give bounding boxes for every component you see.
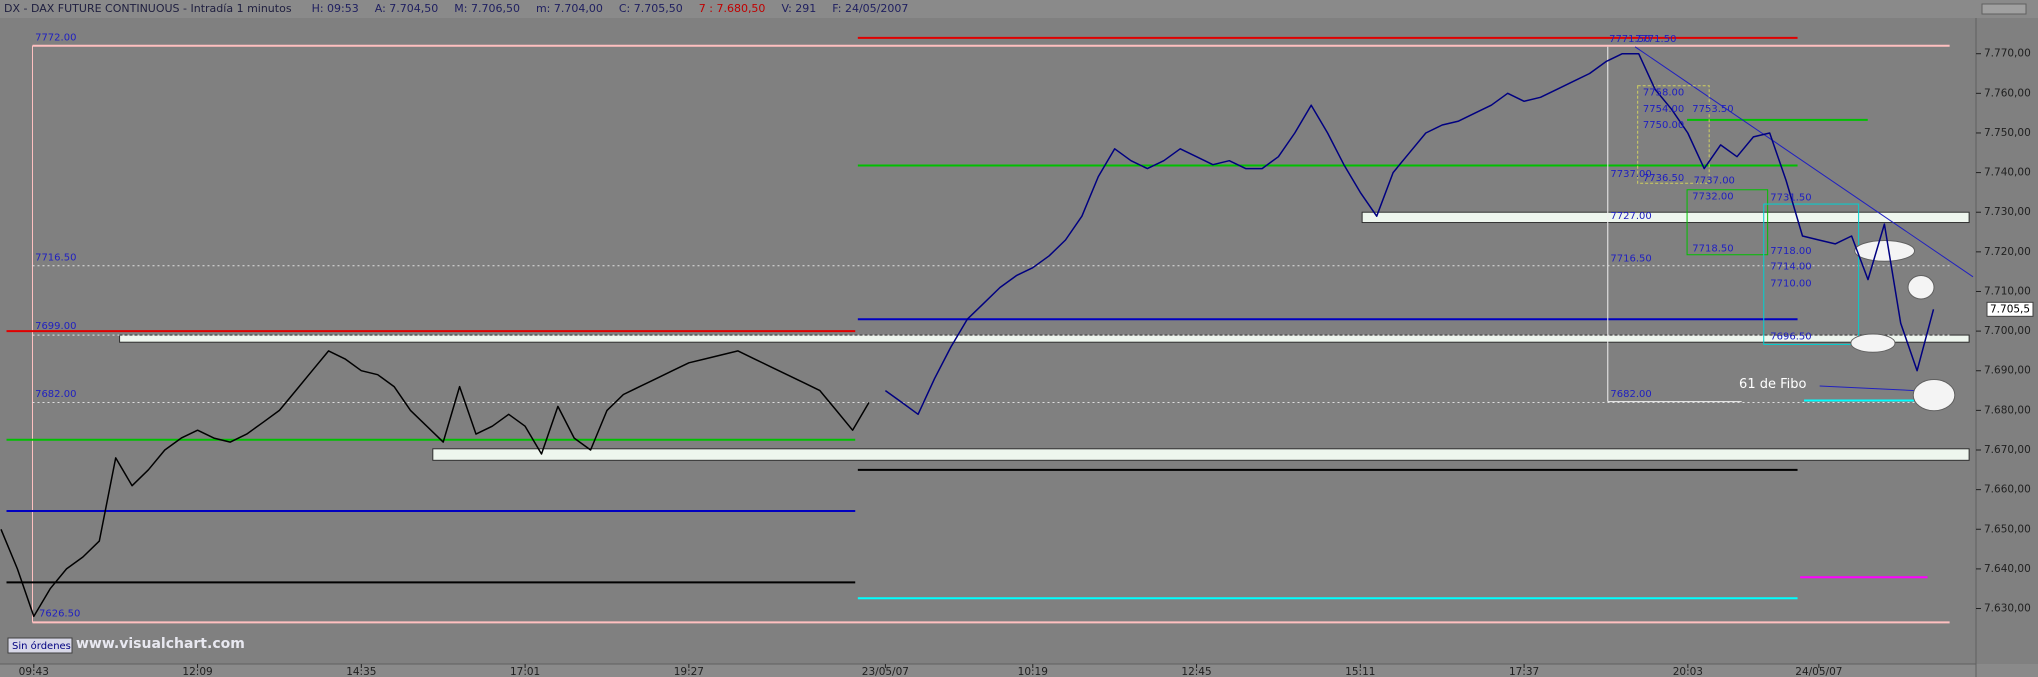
header: DX - DAX FUTURE CONTINUOUS - Intradía 1 … — [4, 2, 292, 15]
annotation: 7699.00 — [35, 321, 76, 332]
drawing — [1854, 239, 1916, 262]
price-line — [0, 350, 870, 618]
header-field: m: 7.704,00 — [536, 2, 603, 15]
annotation: 7682.00 — [35, 389, 76, 400]
annotation: 7750.00 — [1643, 120, 1684, 131]
y-tick-label: 7.740,00 — [1984, 167, 2031, 179]
x-tick-label: 17:37 — [1509, 666, 1539, 677]
annotation: 7718.00 — [1770, 246, 1811, 257]
annotation: 7753.50 — [1692, 104, 1733, 115]
annotation: 7696.50 — [1770, 332, 1811, 343]
annotation: 7737.00 — [1694, 176, 1735, 187]
annotation: 7736.50 — [1643, 173, 1684, 184]
annotation: 7716.50 — [35, 252, 76, 263]
header-field: H: 09:53 — [312, 2, 359, 15]
drawing — [1907, 275, 1935, 300]
x-axis-strip — [0, 664, 2038, 677]
y-tick-label: 7.630,00 — [1984, 603, 2031, 615]
annotation: 7710.00 — [1770, 278, 1811, 289]
drawing — [1634, 46, 1974, 278]
price-line — [884, 52, 1935, 416]
y-tick-label: 7.750,00 — [1984, 127, 2031, 139]
y-tick-label: 7.720,00 — [1984, 246, 2031, 258]
y-tick-label: 7.730,00 — [1984, 206, 2031, 218]
drawing — [1686, 189, 1769, 256]
drawing — [1637, 85, 1710, 184]
x-tick-label: 12:09 — [182, 666, 212, 677]
y-tick-label: 7.650,00 — [1984, 523, 2031, 535]
last-price-box — [1986, 301, 2034, 317]
header-field: A: 7.704,50 — [375, 2, 439, 15]
header-field: F: 24/05/2007 — [832, 2, 908, 15]
x-tick-label: 12:45 — [1181, 666, 1211, 677]
header-field: 7 : 7.680,50 — [699, 2, 766, 15]
header-bar — [0, 0, 2038, 18]
y-tick-label: 7.770,00 — [1984, 48, 2031, 60]
brand: www.visualchart.com — [76, 636, 245, 652]
y-tick-label: 7.710,00 — [1984, 285, 2031, 297]
annotation: 7758.00 — [1643, 87, 1684, 98]
x-tick-label: 17:01 — [510, 666, 540, 677]
drawing — [1763, 203, 1860, 345]
annotation: 7731.50 — [1770, 193, 1811, 204]
x-tick-label: 23/05/07 — [862, 666, 909, 677]
annotation: 7737.00 — [1610, 169, 1651, 180]
annotation: 61 de Fibo — [1739, 377, 1806, 392]
zone — [432, 448, 1970, 461]
annotation: 7732.00 — [1692, 191, 1733, 202]
drawing — [1819, 385, 1928, 392]
annotation: 7771.50 — [1609, 34, 1650, 45]
header-field: M: 7.706,50 — [454, 2, 520, 15]
x-tick-label: 10:19 — [1018, 666, 1048, 677]
y-tick-label: 7.670,00 — [1984, 444, 2031, 456]
annotation: 7718.50 — [1692, 243, 1733, 254]
y-tick-label: 7.700,00 — [1984, 325, 2031, 337]
zoom-control[interactable] — [1981, 3, 2027, 15]
status-label: Sin órdenes — [12, 640, 71, 652]
drawing — [1850, 333, 1896, 353]
annotation: 7682.00 — [1610, 389, 1651, 400]
zone — [1361, 211, 1970, 224]
annotation: 7772.00 — [35, 33, 76, 44]
header-field: V: 291 — [781, 2, 816, 15]
x-tick-label: 14:35 — [346, 666, 376, 677]
x-tick-label: 20:03 — [1673, 666, 1703, 677]
annotation: 7727.00 — [1610, 211, 1651, 222]
x-tick-label: 19:27 — [674, 666, 704, 677]
zone — [119, 334, 1970, 343]
drawing — [1912, 379, 1956, 412]
y-tick-label: 7.760,00 — [1984, 87, 2031, 99]
annotation: 7771.50 — [1635, 34, 1676, 45]
annotation: 7714.00 — [1770, 261, 1811, 272]
y-tick-label: 7.690,00 — [1984, 365, 2031, 377]
x-tick-label: 09:43 — [19, 666, 49, 677]
annotation: 7626.50 — [39, 608, 80, 619]
annotation: 7716.50 — [1610, 254, 1651, 265]
y-tick-label: 7.640,00 — [1984, 563, 2031, 575]
annotation: 7754.00 — [1643, 104, 1684, 115]
header-field: C: 7.705,50 — [619, 2, 683, 15]
chart-title: DX - DAX FUTURE CONTINUOUS - Intradía 1 … — [4, 2, 292, 15]
x-tick-label: 24/05/07 — [1795, 666, 1842, 677]
y-tick-label: 7.680,00 — [1984, 404, 2031, 416]
status-box — [7, 637, 73, 654]
y-tick-label: 7.660,00 — [1984, 484, 2031, 496]
last-price-label: 7.705,5 — [1990, 303, 2030, 315]
x-tick-label: 15:11 — [1345, 666, 1375, 677]
